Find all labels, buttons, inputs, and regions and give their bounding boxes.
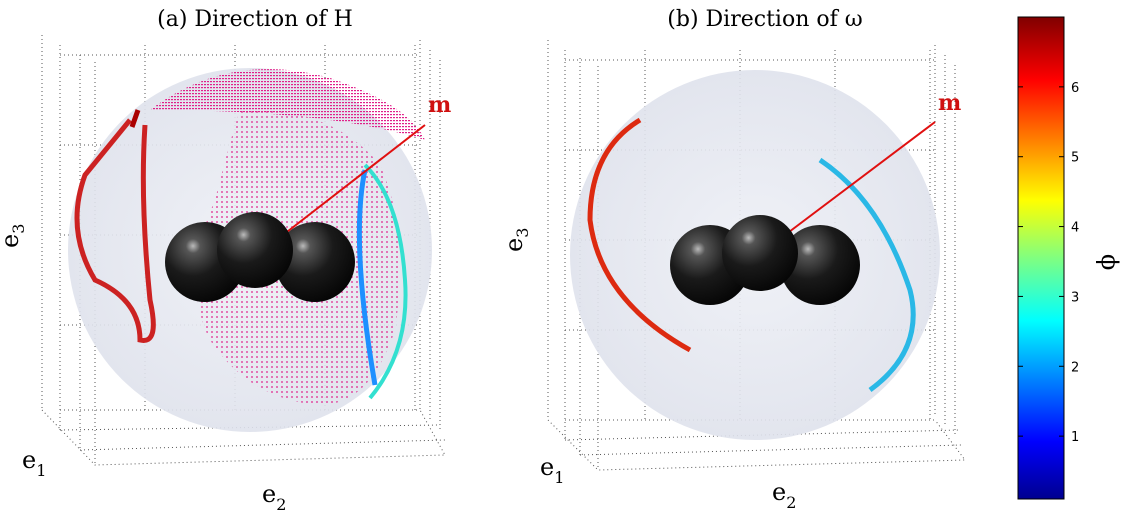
axis-label-base: e	[22, 446, 36, 474]
tick-label: 2	[1071, 360, 1079, 375]
axis-label-base: e	[772, 478, 786, 506]
axis-label-sub: 3	[513, 228, 532, 238]
annotation: m	[938, 90, 961, 116]
panel-title: (b) Direction of ω	[667, 7, 862, 32]
axis-label: e1	[540, 453, 564, 487]
axis-label-base: e	[0, 234, 24, 248]
axis-label-sub: 3	[9, 224, 28, 234]
axis-label-sub: 2	[276, 495, 286, 514]
colorbar: ϕ 1 2 3 4 5 6	[1018, 17, 1121, 499]
figure: (a) Direction of H m e3 e1 e2 (b) Direct…	[0, 0, 1121, 521]
axis-label: e2	[772, 478, 796, 512]
colorbar-gradient	[1018, 17, 1064, 499]
panel-title: (a) Direction of H	[157, 7, 353, 32]
axis-label-sub: 1	[554, 468, 564, 487]
axis-label-base: e	[262, 480, 276, 508]
tick-label: 5	[1071, 151, 1079, 166]
axis-label: e3	[0, 224, 28, 248]
axis-label-base: e	[500, 238, 528, 252]
axis-label-sub: 1	[36, 461, 46, 480]
tick-label: 4	[1071, 221, 1079, 236]
tick-label: 6	[1071, 81, 1079, 96]
panel-a: (a) Direction of H m e3 e1 e2	[0, 7, 451, 514]
tick-label: 1	[1071, 430, 1079, 445]
annotation: m	[428, 92, 451, 118]
tick-label: 3	[1071, 290, 1079, 305]
panel-b: (b) Direction of ω m e3 e1 e2	[500, 7, 965, 512]
axis-label: e2	[262, 480, 286, 514]
axis-label: e1	[22, 446, 46, 480]
colorbar-label: ϕ	[1093, 254, 1121, 270]
axis-label: e3	[500, 228, 532, 252]
axis-label-base: e	[540, 453, 554, 481]
axis-label-sub: 2	[786, 493, 796, 512]
